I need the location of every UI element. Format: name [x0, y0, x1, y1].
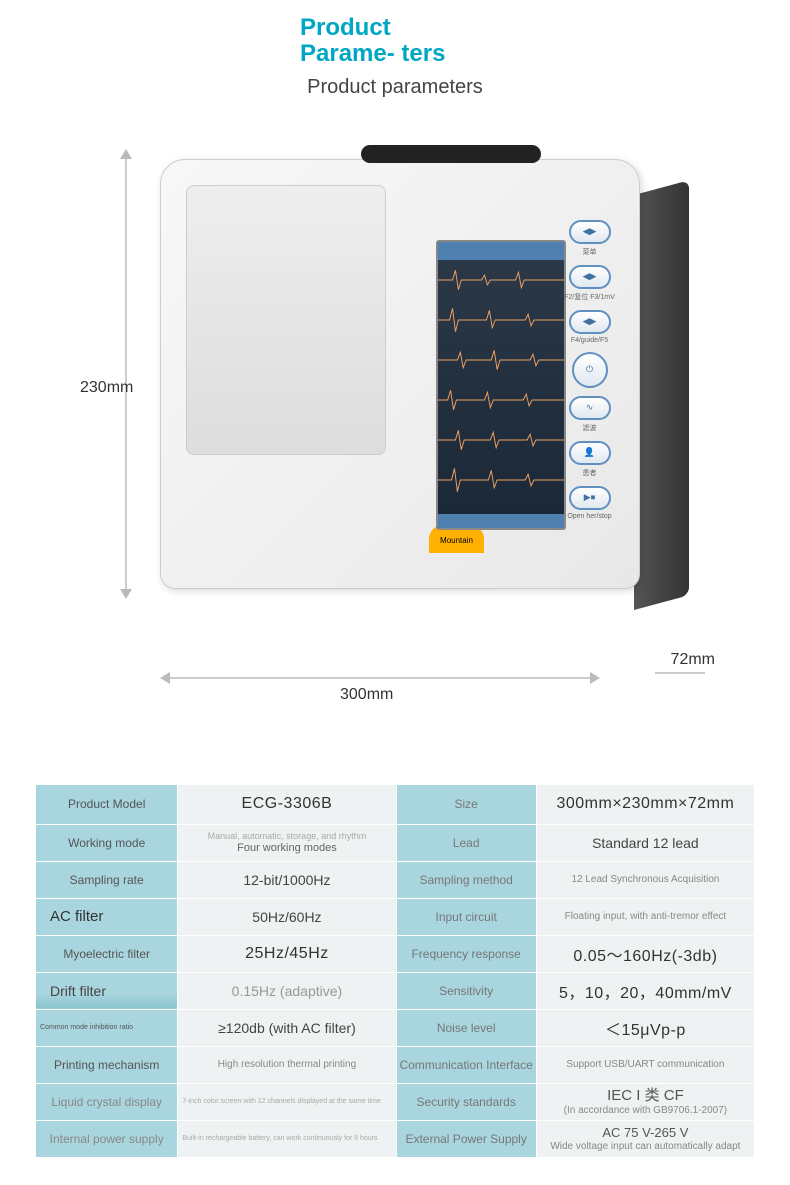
dimension-arrow-vertical	[125, 149, 127, 599]
spec-value: 300mm×230mm×72mm	[536, 784, 754, 824]
spec-value: 25Hz/45Hz	[178, 935, 396, 972]
spec-row: Printing mechanismHigh resolution therma…	[36, 1046, 755, 1083]
filter-button-label: 滤波	[583, 423, 597, 433]
spec-value: 7-inch color screen with 12 channels dis…	[178, 1083, 396, 1120]
spec-value: Support USB/UART communication	[536, 1046, 754, 1083]
printer-slot	[186, 185, 386, 455]
spec-label: Noise level	[396, 1009, 536, 1046]
spec-value: 0.05～160Hz(-3db)	[536, 935, 754, 972]
spec-label: Size	[396, 784, 536, 824]
spec-row: AC filter50Hz/60HzInput circuitFloating …	[36, 898, 755, 935]
spec-label: Product Model	[36, 784, 178, 824]
start-stop-button: ▶⏹	[569, 486, 611, 510]
spec-value: Built-in rechargeable battery, can work …	[178, 1120, 396, 1157]
spec-row: Working modeManual, automatic, storage, …	[36, 824, 755, 861]
power-button: ⏻	[572, 352, 608, 388]
spec-label: Liquid crystal display	[36, 1083, 178, 1120]
spec-label: Frequency response	[396, 935, 536, 972]
spec-label: External Power Supply	[396, 1120, 536, 1157]
spec-row: Common mode inhibition ratio≥120db (with…	[36, 1009, 755, 1046]
header: Product Parame- ters Product parameters	[0, 0, 790, 109]
filter-button: ∿	[569, 396, 611, 420]
spec-row: Sampling rate12-bit/1000HzSampling metho…	[36, 861, 755, 898]
spec-label: Common mode inhibition ratio	[36, 1009, 178, 1046]
spec-label: Lead	[396, 824, 536, 861]
spec-label: Security standards	[396, 1083, 536, 1120]
spec-label: Drift filter	[36, 972, 178, 1009]
spec-label: Working mode	[36, 824, 178, 861]
patient-button-label: 患者	[583, 468, 597, 478]
button-panel: ◀▶ 菜单 ◀▶ F2/复位 F3/1mV ◀▶ F4/guide/F5 ⏻ ∿…	[562, 220, 617, 520]
spec-value: 12-bit/1000Hz	[178, 861, 396, 898]
spec-label: Internal power supply	[36, 1120, 178, 1157]
device-diagram: 230mm Mountain ◀▶ 菜单 ◀▶ F2/复位 F3	[20, 129, 770, 744]
start-stop-label: Open her/stop	[567, 513, 611, 520]
spec-label: AC filter	[36, 898, 178, 935]
dimension-height-label: 230mm	[80, 379, 133, 397]
spec-value: ＜15μVp-p	[536, 1009, 754, 1046]
dimension-width-label: 300mm	[340, 686, 393, 704]
spec-value: Manual, automatic, storage, and rhythmFo…	[178, 824, 396, 861]
spec-row: Liquid crystal display7-inch color scree…	[36, 1083, 755, 1120]
spec-row: Product ModelECG-3306BSize300mm×230mm×72…	[36, 784, 755, 824]
spec-row: Myoelectric filter25Hz/45HzFrequency res…	[36, 935, 755, 972]
spec-row: Internal power supplyBuilt-in rechargeab…	[36, 1120, 755, 1157]
f4-button-label: F4/guide/F5	[571, 337, 608, 344]
spec-value: ECG-3306B	[178, 784, 396, 824]
ecg-waveforms	[438, 260, 564, 514]
spec-value: ≥120db (with AC filter)	[178, 1009, 396, 1046]
spec-value: IEC I 类 CF(In accordance with GB9706.1-2…	[536, 1083, 754, 1120]
spec-label: Myoelectric filter	[36, 935, 178, 972]
spec-label: Sampling rate	[36, 861, 178, 898]
f4-button: ◀▶	[569, 310, 611, 334]
spec-table: Product ModelECG-3306BSize300mm×230mm×72…	[35, 784, 755, 1158]
device-handle	[361, 145, 541, 163]
spec-value: 50Hz/60Hz	[178, 898, 396, 935]
spec-label: Sampling method	[396, 861, 536, 898]
dimension-depth-label: 72mm	[671, 651, 715, 669]
device-screen	[436, 240, 566, 530]
spec-label: Sensitivity	[396, 972, 536, 1009]
spec-value: Floating input, with anti-tremor effect	[536, 898, 754, 935]
spec-label: Input circuit	[396, 898, 536, 935]
menu-button: ◀▶	[569, 220, 611, 244]
spec-label: Communication Interface	[396, 1046, 536, 1083]
spec-row: Drift filter0.15Hz (adaptive)Sensitivity…	[36, 972, 755, 1009]
menu-button-label: 菜单	[583, 247, 597, 257]
title-sub: Product parameters	[0, 76, 790, 99]
spec-value: AC 75 V-265 VWide voltage input can auto…	[536, 1120, 754, 1157]
f2-button-label: F2/复位 F3/1mV	[564, 292, 615, 302]
title-main: Product Parame- ters	[300, 15, 490, 68]
spec-value: 12 Lead Synchronous Acquisition	[536, 861, 754, 898]
spec-value: Standard 12 lead	[536, 824, 754, 861]
f2-button: ◀▶	[569, 265, 611, 289]
patient-button: 👤	[569, 441, 611, 465]
spec-value: 5，10，20，40mm/mV	[536, 972, 754, 1009]
spec-label: Printing mechanism	[36, 1046, 178, 1083]
dimension-arrow-depth	[645, 672, 715, 674]
device-body: Mountain ◀▶ 菜单 ◀▶ F2/复位 F3/1mV ◀▶ F4/gui…	[160, 159, 640, 589]
dimension-arrow-horizontal	[160, 677, 600, 679]
spec-value: 0.15Hz (adaptive)	[178, 972, 396, 1009]
spec-value: High resolution thermal printing	[178, 1046, 396, 1083]
